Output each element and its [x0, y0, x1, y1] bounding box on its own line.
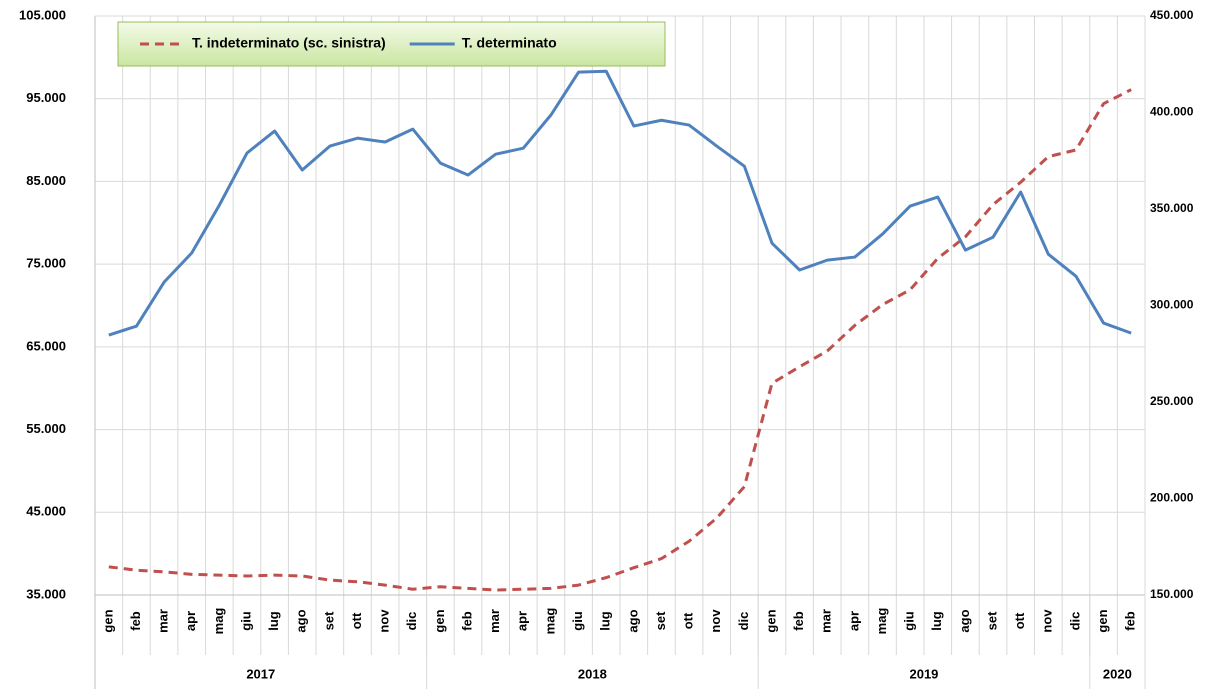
x-group-label: 2019: [909, 666, 938, 681]
x-tick-label: gen: [763, 609, 778, 632]
x-tick-label: ott: [681, 612, 696, 629]
y-tick-label: 75.000: [26, 256, 66, 271]
x-tick-label: lug: [266, 611, 281, 631]
x-tick-label: giu: [902, 611, 917, 631]
x-tick-label: ago: [957, 609, 972, 632]
x-tick-label: apr: [846, 611, 861, 631]
y-tick-label: 85.000: [26, 173, 66, 188]
x-group-label: 2018: [578, 666, 607, 681]
x-tick-label: apr: [183, 611, 198, 631]
y2-tick-label: 400.000: [1150, 105, 1194, 119]
x-tick-label: ott: [1012, 612, 1027, 629]
y-tick-label: 105.000: [19, 7, 66, 22]
x-tick-label: feb: [459, 611, 474, 631]
y2-tick-label: 450.000: [1150, 8, 1194, 22]
x-tick-label: feb: [791, 611, 806, 631]
x-tick-label: nov: [1040, 609, 1055, 633]
y-tick-label: 35.000: [26, 586, 66, 601]
x-tick-label: ago: [294, 609, 309, 632]
x-tick-label: lug: [598, 611, 613, 631]
x-tick-label: set: [984, 611, 999, 630]
x-group-label: 2017: [246, 666, 275, 681]
x-tick-label: mar: [819, 609, 834, 633]
y-tick-label: 45.000: [26, 504, 66, 519]
x-tick-label: gen: [1095, 609, 1110, 632]
line-series: [108, 88, 1132, 592]
x-tick-label: set: [653, 611, 668, 630]
legend-label: T. determinato: [462, 35, 557, 51]
y-tick-label: 55.000: [26, 421, 66, 436]
y2-tick-label: 350.000: [1150, 201, 1194, 215]
x-tick-label: apr: [515, 611, 530, 631]
y-tick-label: 65.000: [26, 338, 66, 353]
x-tick-label: mag: [542, 608, 557, 635]
x-tick-label: gen: [100, 609, 115, 632]
y2-tick-label: 200.000: [1150, 491, 1194, 505]
x-tick-label: nov: [708, 609, 723, 633]
x-tick-label: gen: [432, 609, 447, 632]
x-tick-label: mar: [156, 609, 171, 633]
legend-box: [117, 21, 666, 67]
y2-tick-label: 250.000: [1150, 394, 1194, 408]
legend-label: T. indeterminato (sc. sinistra): [192, 35, 386, 51]
legend: T. indeterminato (sc. sinistra) T. determ…: [117, 21, 666, 67]
x-tick-label: nov: [377, 609, 392, 633]
x-group-label: 2020: [1103, 666, 1132, 681]
x-tick-label: lug: [929, 611, 944, 631]
x-tick-label: dic: [736, 612, 751, 631]
x-tick-label: feb: [128, 611, 143, 631]
x-tick-label: giu: [570, 611, 585, 631]
x-tick-label: dic: [404, 612, 419, 631]
x-tick-label: mar: [487, 609, 502, 633]
x-tick-label: ott: [349, 612, 364, 629]
x-tick-label: mag: [211, 608, 226, 635]
x-tick-label: giu: [238, 611, 253, 631]
x-tick-label: feb: [1123, 611, 1138, 631]
x-tick-label: ago: [625, 609, 640, 632]
y2-tick-label: 300.000: [1150, 298, 1194, 312]
x-tick-label: dic: [1067, 612, 1082, 631]
x-tick-label: mag: [874, 608, 889, 635]
x-tick-label: set: [321, 611, 336, 630]
line-series: [108, 69, 1132, 337]
y2-tick-label: 150.000: [1150, 587, 1194, 601]
y-tick-label: 95.000: [26, 90, 66, 105]
